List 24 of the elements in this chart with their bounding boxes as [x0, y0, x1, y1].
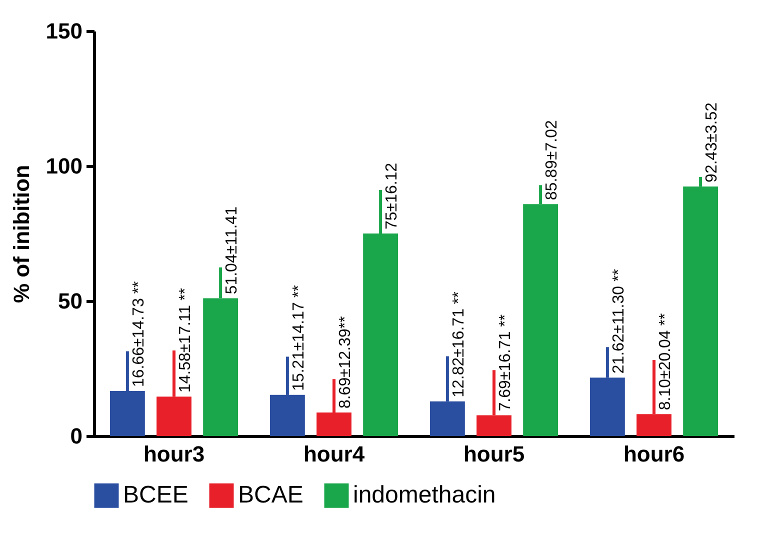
data-label: 8.69±12.39**	[337, 316, 354, 409]
legend-label: BCEE	[123, 482, 188, 509]
data-label: 15.21±14.17 **	[290, 285, 308, 391]
x-tick-label: hour5	[463, 442, 525, 466]
data-label: 92.43±3.52	[704, 102, 721, 182]
y-axis-title: % of inibition	[8, 164, 34, 304]
legend-label: BCAE	[238, 482, 304, 509]
x-tick-label: hour6	[623, 442, 685, 466]
data-label: 8.10±20.04 **	[657, 313, 674, 410]
data-label: 75±16.12	[384, 162, 401, 230]
data-label: 7.69±16.71 **	[497, 314, 514, 412]
data-label: 14.58±17.11 **	[177, 288, 194, 393]
x-tick-label: hour4	[303, 442, 366, 466]
data-label: 16.66±14.73 **	[130, 281, 148, 388]
data-label: 51.04±11.41	[224, 206, 241, 294]
y-tick-label: 50	[58, 288, 82, 314]
data-label: 85.89±7.02	[544, 120, 561, 200]
y-tick-label: 150	[46, 18, 82, 44]
data-label: 21.62±11.30 **	[610, 269, 628, 374]
y-tick-label: 100	[46, 154, 82, 178]
y-tick-label: 0	[70, 424, 82, 448]
x-tick-label: hour3	[143, 442, 205, 466]
data-label: 12.82±16.71 **	[450, 292, 468, 398]
legend-label: indomethacin	[353, 482, 496, 509]
